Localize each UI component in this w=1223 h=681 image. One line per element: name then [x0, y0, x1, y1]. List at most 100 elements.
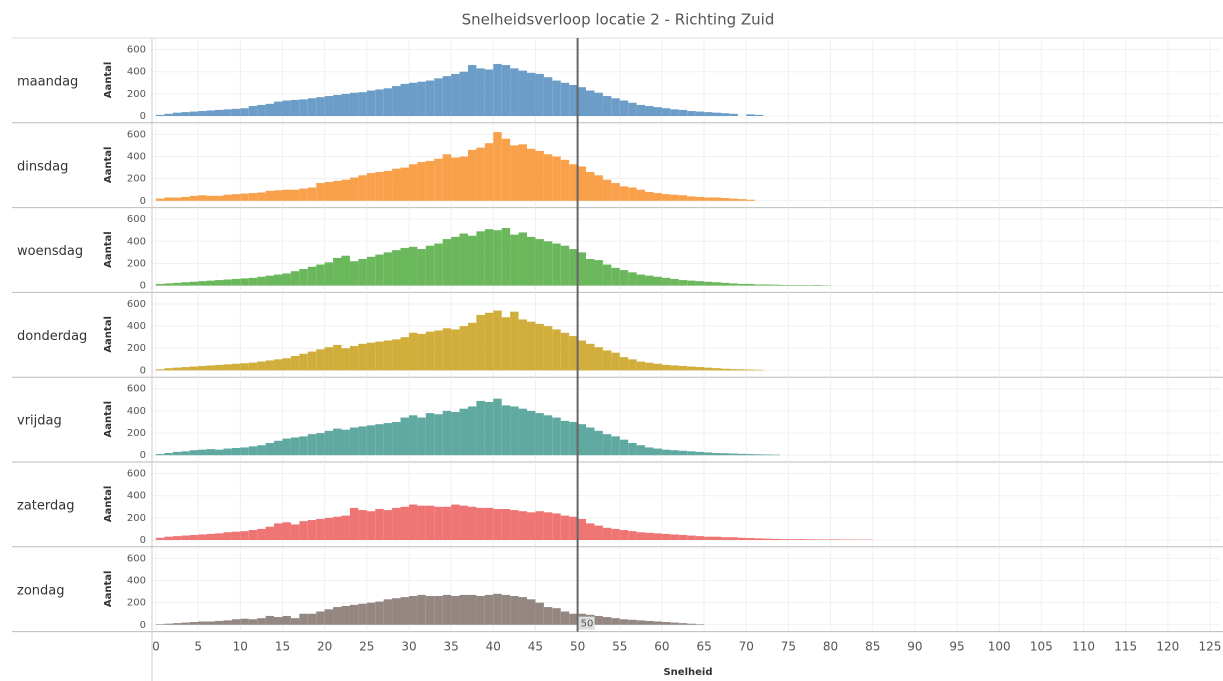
- reference-label-bg: [578, 616, 595, 630]
- row-label: vrijdag: [17, 414, 62, 429]
- bar: [484, 69, 494, 116]
- bar: [619, 439, 629, 456]
- bar: [569, 421, 578, 456]
- bar: [653, 193, 662, 201]
- bar: [687, 280, 696, 286]
- bar: [349, 604, 359, 625]
- bar: [442, 328, 452, 371]
- bar: [240, 363, 249, 371]
- bar: [493, 508, 502, 540]
- bar: [737, 283, 747, 286]
- bar: [434, 414, 443, 456]
- bar: [366, 425, 376, 456]
- bar: [493, 310, 502, 371]
- bar: [619, 530, 629, 540]
- x-tick-label: 85: [865, 640, 880, 654]
- bar: [653, 107, 662, 116]
- bar: [493, 398, 502, 456]
- bar: [248, 446, 258, 456]
- bar: [560, 611, 570, 625]
- bar: [172, 197, 182, 201]
- bar: [172, 623, 182, 625]
- bar: [383, 88, 393, 116]
- bar: [661, 622, 671, 625]
- bar: [442, 154, 452, 201]
- bar: [307, 520, 317, 540]
- bar: [417, 594, 426, 625]
- y-tick-label: 0: [140, 535, 146, 546]
- y-tick-label: 400: [127, 321, 146, 332]
- bar: [771, 284, 780, 286]
- bar: [333, 94, 342, 116]
- bar: [198, 195, 207, 201]
- bar: [535, 413, 544, 456]
- bar: [299, 188, 308, 201]
- bar: [661, 533, 671, 540]
- bar: [206, 621, 216, 625]
- bar: [265, 275, 275, 286]
- bar: [223, 364, 232, 371]
- bar: [358, 603, 367, 625]
- bar: [215, 195, 224, 201]
- bar: [493, 63, 502, 116]
- bar: [594, 175, 603, 201]
- bar: [484, 143, 494, 201]
- bar: [240, 618, 249, 625]
- y-tick-label: 200: [127, 174, 146, 185]
- bar: [678, 623, 688, 625]
- bar: [307, 351, 317, 371]
- y-tick-label: 400: [127, 67, 146, 78]
- bar: [527, 321, 536, 371]
- bar: [333, 428, 342, 456]
- bar: [543, 241, 553, 286]
- bar: [788, 539, 797, 540]
- bar: [164, 197, 173, 201]
- bar: [290, 271, 300, 286]
- bar: [425, 331, 435, 371]
- x-tick-label: 65: [696, 640, 711, 654]
- bar: [223, 448, 232, 456]
- bar: [611, 267, 620, 286]
- bar: [215, 449, 224, 456]
- y-tick-label: 200: [127, 513, 146, 524]
- bar: [333, 516, 342, 540]
- y-tick-label: 200: [127, 258, 146, 269]
- x-tick-label: 0: [152, 640, 160, 654]
- bar: [290, 618, 300, 625]
- bar: [274, 359, 283, 371]
- bar: [434, 506, 443, 540]
- bar: [577, 518, 587, 540]
- bar: [274, 190, 283, 201]
- bar: [248, 530, 258, 540]
- bar: [687, 111, 696, 116]
- bar: [231, 108, 241, 116]
- x-tick-label: 80: [823, 640, 838, 654]
- bar: [282, 358, 291, 371]
- y-axis-label: Aantal: [103, 316, 114, 353]
- bar: [670, 622, 679, 625]
- bar: [459, 505, 468, 540]
- bar: [451, 596, 460, 625]
- bar: [552, 80, 561, 116]
- bar: [754, 454, 764, 456]
- bar: [636, 189, 646, 201]
- bar: [687, 535, 696, 540]
- bar: [181, 535, 190, 540]
- y-tick-label: 0: [140, 111, 146, 122]
- bar: [704, 112, 713, 116]
- bar: [392, 421, 401, 456]
- bar: [712, 536, 721, 540]
- bar: [215, 109, 224, 116]
- bar: [223, 279, 232, 286]
- bar: [611, 98, 620, 116]
- bar: [425, 413, 435, 456]
- x-tick-label: 45: [528, 640, 543, 654]
- bar: [181, 112, 190, 116]
- bar: [476, 596, 485, 625]
- bar: [619, 270, 629, 286]
- bar: [678, 450, 688, 456]
- y-tick-label: 0: [140, 365, 146, 376]
- bar: [577, 340, 587, 371]
- bar: [830, 539, 839, 540]
- bar: [670, 450, 679, 456]
